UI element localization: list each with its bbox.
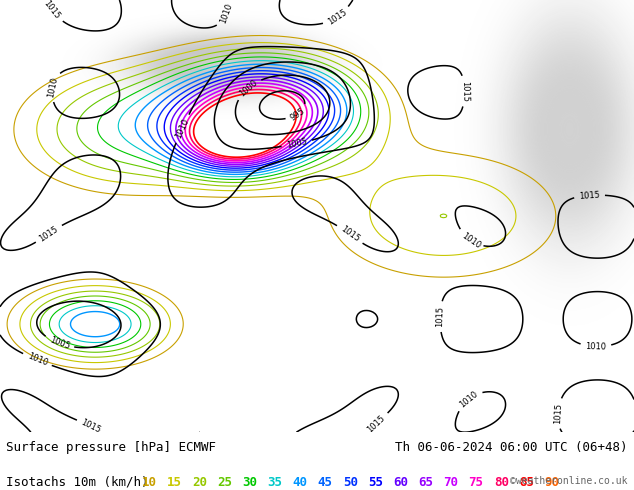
- Text: 1005: 1005: [48, 336, 71, 351]
- Text: 1010: 1010: [585, 342, 607, 351]
- Text: 1010: 1010: [46, 75, 60, 98]
- Text: 1015: 1015: [326, 8, 348, 27]
- Text: 25: 25: [217, 475, 232, 489]
- Text: 1010: 1010: [460, 231, 482, 250]
- Text: 1010: 1010: [26, 352, 49, 368]
- Text: Th 06-06-2024 06:00 UTC (06+48): Th 06-06-2024 06:00 UTC (06+48): [395, 441, 628, 454]
- Text: 40: 40: [292, 475, 307, 489]
- Text: 1000: 1000: [237, 78, 259, 98]
- Text: 1010: 1010: [218, 1, 234, 24]
- Text: 1015: 1015: [460, 80, 469, 101]
- Text: 80: 80: [494, 475, 508, 489]
- Text: 1010: 1010: [174, 117, 191, 140]
- Text: 70: 70: [443, 475, 458, 489]
- Text: Surface pressure [hPa] ECMWF: Surface pressure [hPa] ECMWF: [6, 441, 216, 454]
- Text: 35: 35: [268, 475, 282, 489]
- Text: 30: 30: [242, 475, 257, 489]
- Text: 1005: 1005: [286, 137, 308, 150]
- Text: 50: 50: [343, 475, 358, 489]
- Text: 45: 45: [318, 475, 333, 489]
- Text: Isotachs 10m (km/h): Isotachs 10m (km/h): [6, 475, 149, 489]
- Text: 1010: 1010: [458, 389, 479, 409]
- Text: 1015: 1015: [365, 413, 387, 434]
- Text: 15: 15: [167, 475, 182, 489]
- Text: 995: 995: [288, 106, 307, 122]
- Text: 1015: 1015: [42, 0, 62, 21]
- Text: 60: 60: [393, 475, 408, 489]
- Text: 65: 65: [418, 475, 433, 489]
- Text: 1015: 1015: [80, 418, 103, 435]
- Text: 10: 10: [141, 475, 157, 489]
- Text: 1015: 1015: [339, 224, 361, 244]
- Text: ©weatheronline.co.uk: ©weatheronline.co.uk: [510, 475, 628, 486]
- Text: 1015: 1015: [37, 224, 60, 243]
- Text: 1015: 1015: [436, 306, 445, 327]
- Text: 75: 75: [469, 475, 484, 489]
- Text: 55: 55: [368, 475, 383, 489]
- Text: 90: 90: [544, 475, 559, 489]
- Text: 1015: 1015: [579, 190, 600, 200]
- Text: 20: 20: [192, 475, 207, 489]
- Text: 85: 85: [519, 475, 534, 489]
- Text: 1015: 1015: [553, 403, 563, 424]
